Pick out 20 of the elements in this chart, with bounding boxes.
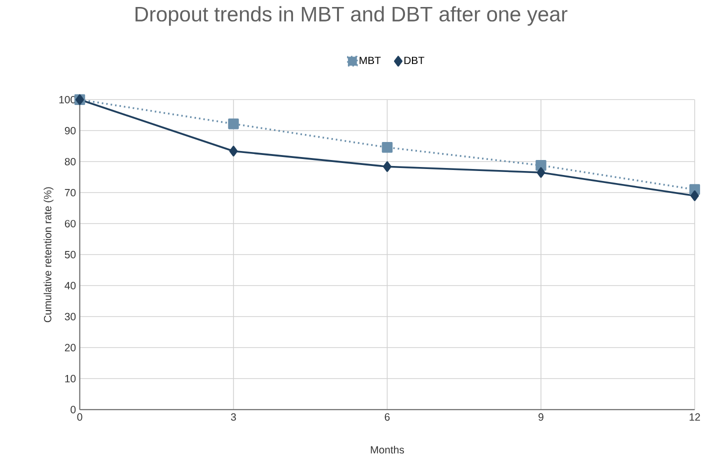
x-tick-label: 6 [384,413,390,421]
x-tick-label: 3 [230,413,236,421]
y-tick-label: 40 [64,282,76,290]
x-tick-label: 12 [690,413,700,420]
y-tick-label: 0 [70,406,76,414]
y-tick-label: 90 [64,126,76,134]
chart-title: Dropout trends in MBT and DBT after one year [136,6,568,26]
x-axis-title: Months [370,446,404,454]
x-tick-label: 0 [77,413,82,421]
y-tick-label: 10 [65,374,76,382]
y-tick-label: 70 [64,188,76,196]
y-axis-title: Cumulative retention rate (%) [44,187,54,322]
x-tick-label: 9 [538,413,544,421]
y-tick-label: 80 [64,158,76,166]
legend-label: MBT [360,56,381,64]
y-tick-label: 20 [64,344,76,352]
y-tick-label: 50 [64,250,76,258]
legend-label: DBT [404,56,424,64]
y-tick-label: 60 [64,220,76,228]
y-tick-label: 30 [64,312,76,320]
